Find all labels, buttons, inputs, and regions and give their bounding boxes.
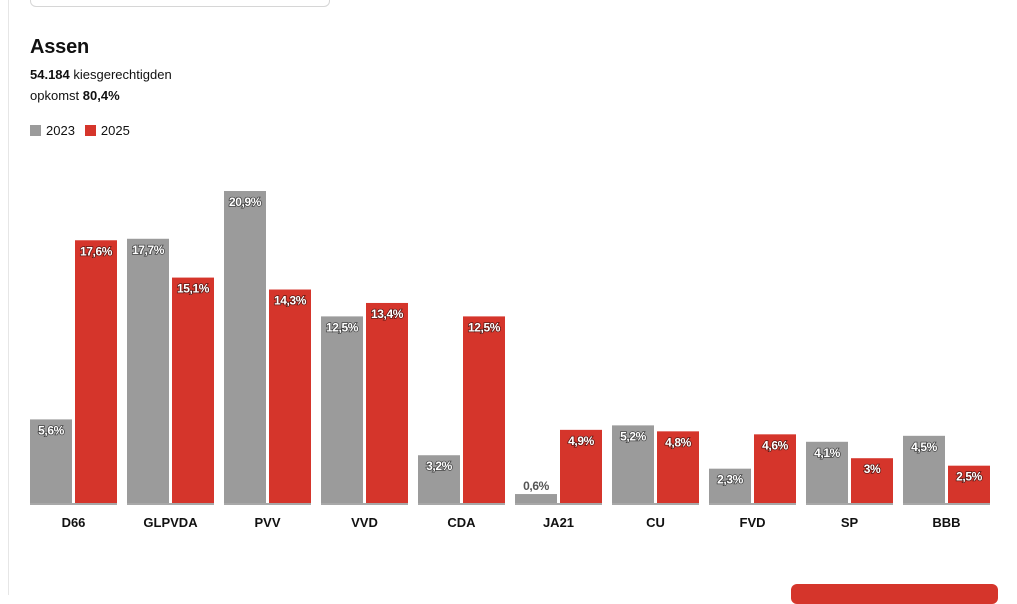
data-label: 4,8%: [665, 435, 691, 449]
data-label: 2,5%: [956, 470, 982, 484]
baseline-segment: [127, 503, 214, 505]
page-left-border: [8, 0, 9, 595]
data-label: 3%: [864, 462, 881, 476]
baseline-segment: [515, 503, 602, 505]
legend-item-2023: 2023: [30, 123, 75, 138]
data-label: 4,5%: [911, 440, 937, 454]
data-label: 13,4%: [371, 307, 404, 321]
category-label: VVD: [351, 515, 378, 530]
eligible-voters-value: 54.184: [30, 67, 70, 82]
bar-2023-glpvda: [127, 238, 169, 504]
category-label: GLPVDA: [143, 515, 198, 530]
turnout-value: 80,4%: [82, 88, 120, 103]
legend-item-2025: 2025: [84, 123, 130, 138]
data-label: 4,6%: [762, 438, 788, 452]
data-label: 12,5%: [326, 320, 359, 334]
data-label: 0,6%: [523, 479, 549, 493]
legend-swatch-2023: [30, 125, 41, 136]
data-label: 14,3%: [274, 294, 307, 308]
category-label: PVV: [254, 515, 280, 530]
data-label: 4,9%: [568, 434, 594, 448]
bar-2025-pvv: [269, 289, 311, 503]
category-label: BBB: [932, 515, 960, 530]
turnout-label: opkomst: [30, 88, 80, 103]
bar-2023-sp: [806, 441, 848, 503]
category-label: JA21: [543, 515, 574, 530]
baseline-segment: [224, 503, 311, 505]
baseline-segment: [612, 503, 699, 505]
bar-2023-bbb: [903, 435, 945, 503]
legend-label-2025: 2025: [100, 123, 130, 138]
bar-2023-ja21: [515, 494, 557, 503]
data-label: 2,3%: [717, 473, 743, 487]
category-label: D66: [62, 515, 86, 530]
data-label: 12,5%: [468, 320, 501, 334]
data-label: 17,6%: [80, 244, 113, 258]
category-label: SP: [841, 515, 859, 530]
legend-swatch-2025: [84, 125, 96, 136]
baseline-segment: [806, 503, 893, 505]
bar-2023-d66: [30, 419, 72, 503]
bar-2025-vvd: [366, 302, 408, 503]
data-label: 5,2%: [620, 429, 646, 443]
bar-2023-cu: [612, 425, 654, 503]
data-label: 17,7%: [132, 243, 165, 257]
data-label: 3,2%: [426, 459, 452, 473]
turnout: opkomst 80,4%: [30, 88, 120, 103]
baseline-segment: [903, 503, 990, 505]
category-label: CU: [646, 515, 665, 530]
eligible-voters-label: kiesgerechtigden: [73, 67, 172, 82]
bar-2025-glpvda: [172, 277, 214, 503]
bar-2025-d66: [75, 240, 117, 503]
bar-2025-cda: [463, 316, 505, 503]
bar-2023-fvd: [709, 468, 751, 503]
baseline-segment: [321, 503, 408, 505]
chart-title: Assen: [30, 36, 90, 58]
category-label: CDA: [447, 515, 476, 530]
bar-2025-bbb: [948, 465, 990, 503]
baseline-segment: [418, 503, 505, 505]
data-label: 20,9%: [229, 195, 262, 209]
bar-2023-pvv: [224, 191, 266, 503]
eligible-voters: 54.184 kiesgerechtigden: [30, 67, 172, 82]
bar-2025-sp: [851, 458, 893, 503]
baseline-segment: [30, 503, 117, 505]
bar-2025-ja21: [560, 429, 602, 503]
legend-label-2023: 2023: [46, 123, 75, 138]
data-label: 4,1%: [814, 446, 840, 460]
bar-2025-fvd: [754, 434, 796, 503]
bar-2023-cda: [418, 455, 460, 503]
bar-2023-vvd: [321, 316, 363, 503]
legend: 2023 2025: [30, 123, 140, 138]
category-label: FVD: [740, 515, 766, 530]
bar-2025-cu: [657, 431, 699, 503]
data-label: 15,1%: [177, 282, 210, 296]
data-label: 5,6%: [38, 423, 64, 437]
baseline-segment: [709, 503, 796, 505]
action-button[interactable]: [791, 584, 998, 604]
